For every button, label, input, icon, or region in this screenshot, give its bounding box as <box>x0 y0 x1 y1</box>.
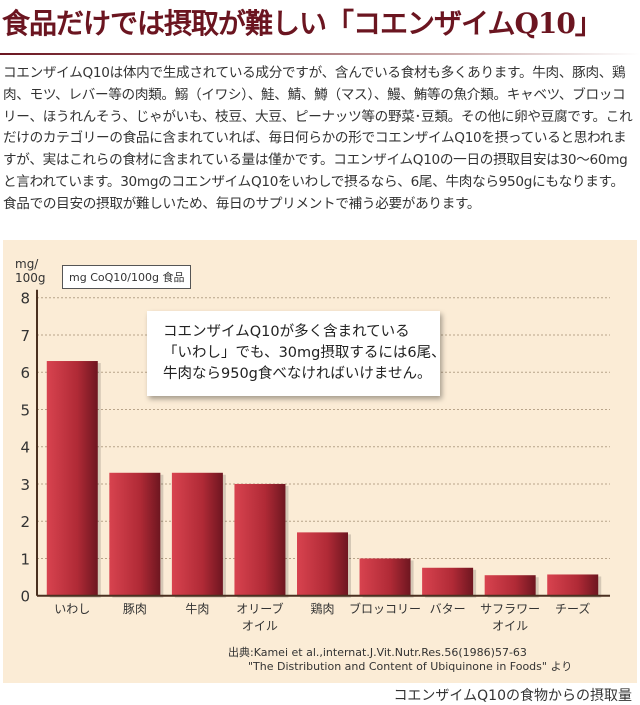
x-tick-label: バター <box>430 602 466 616</box>
x-tick-label: チーズ <box>555 601 590 616</box>
x-tick-label: オイル <box>492 619 528 633</box>
source-line-1: 出典:Kamei et al.,internat.J.Vit.Nutr.Res.… <box>228 646 527 659</box>
y-tick-label: 7 <box>20 327 30 345</box>
bar <box>547 574 599 596</box>
y-tick-label: 6 <box>20 364 30 382</box>
body-text: コエンザイムQ10は体内で生成されている成分ですが、含んでいる食材も多くあります… <box>3 65 633 212</box>
legend-box: mg CoQ10/100g 食品 <box>62 265 192 289</box>
figure-caption: コエンザイムQ10の食物からの摂取量 <box>393 688 632 704</box>
y-axis-unit: mg/ 100g <box>15 257 46 285</box>
x-tick-label: ブロッコリー <box>349 601 421 616</box>
y-tick-label: 1 <box>20 550 30 568</box>
y-tick-label: 0 <box>20 588 30 606</box>
source-line-2: "The Distribution and Content of Ubiquin… <box>248 660 573 673</box>
annotation-callout: コエンザイムQ10が多く含まれている 「いわし」でも、30mg摂取するには6尾、… <box>147 311 446 396</box>
y-tick-label: 5 <box>20 401 30 419</box>
x-tick-label: オイル <box>242 619 278 633</box>
y-tick-label: 2 <box>20 513 30 531</box>
x-tick-label: 鶏肉 <box>310 602 334 616</box>
bar <box>359 558 411 596</box>
bar <box>46 361 98 596</box>
bar <box>109 472 161 596</box>
page-title: 食品だけでは摂取が難しい「コエンザイムQ10」 <box>2 7 603 40</box>
bar <box>297 532 348 596</box>
y-tick-label: 3 <box>20 476 30 494</box>
bar <box>422 567 474 596</box>
x-tick-label: サフラワー <box>480 602 540 616</box>
bar <box>234 483 286 596</box>
y-tick-label: 4 <box>20 439 30 457</box>
bar <box>171 472 223 596</box>
title-divider <box>0 53 640 55</box>
x-tick-label: 豚肉 <box>123 602 147 616</box>
bar <box>484 575 536 596</box>
x-tick-label: 牛肉 <box>185 601 209 616</box>
x-tick-label: いわし <box>54 602 90 616</box>
x-tick-label: オリーブ <box>236 601 283 616</box>
y-tick-label: 8 <box>20 290 30 308</box>
